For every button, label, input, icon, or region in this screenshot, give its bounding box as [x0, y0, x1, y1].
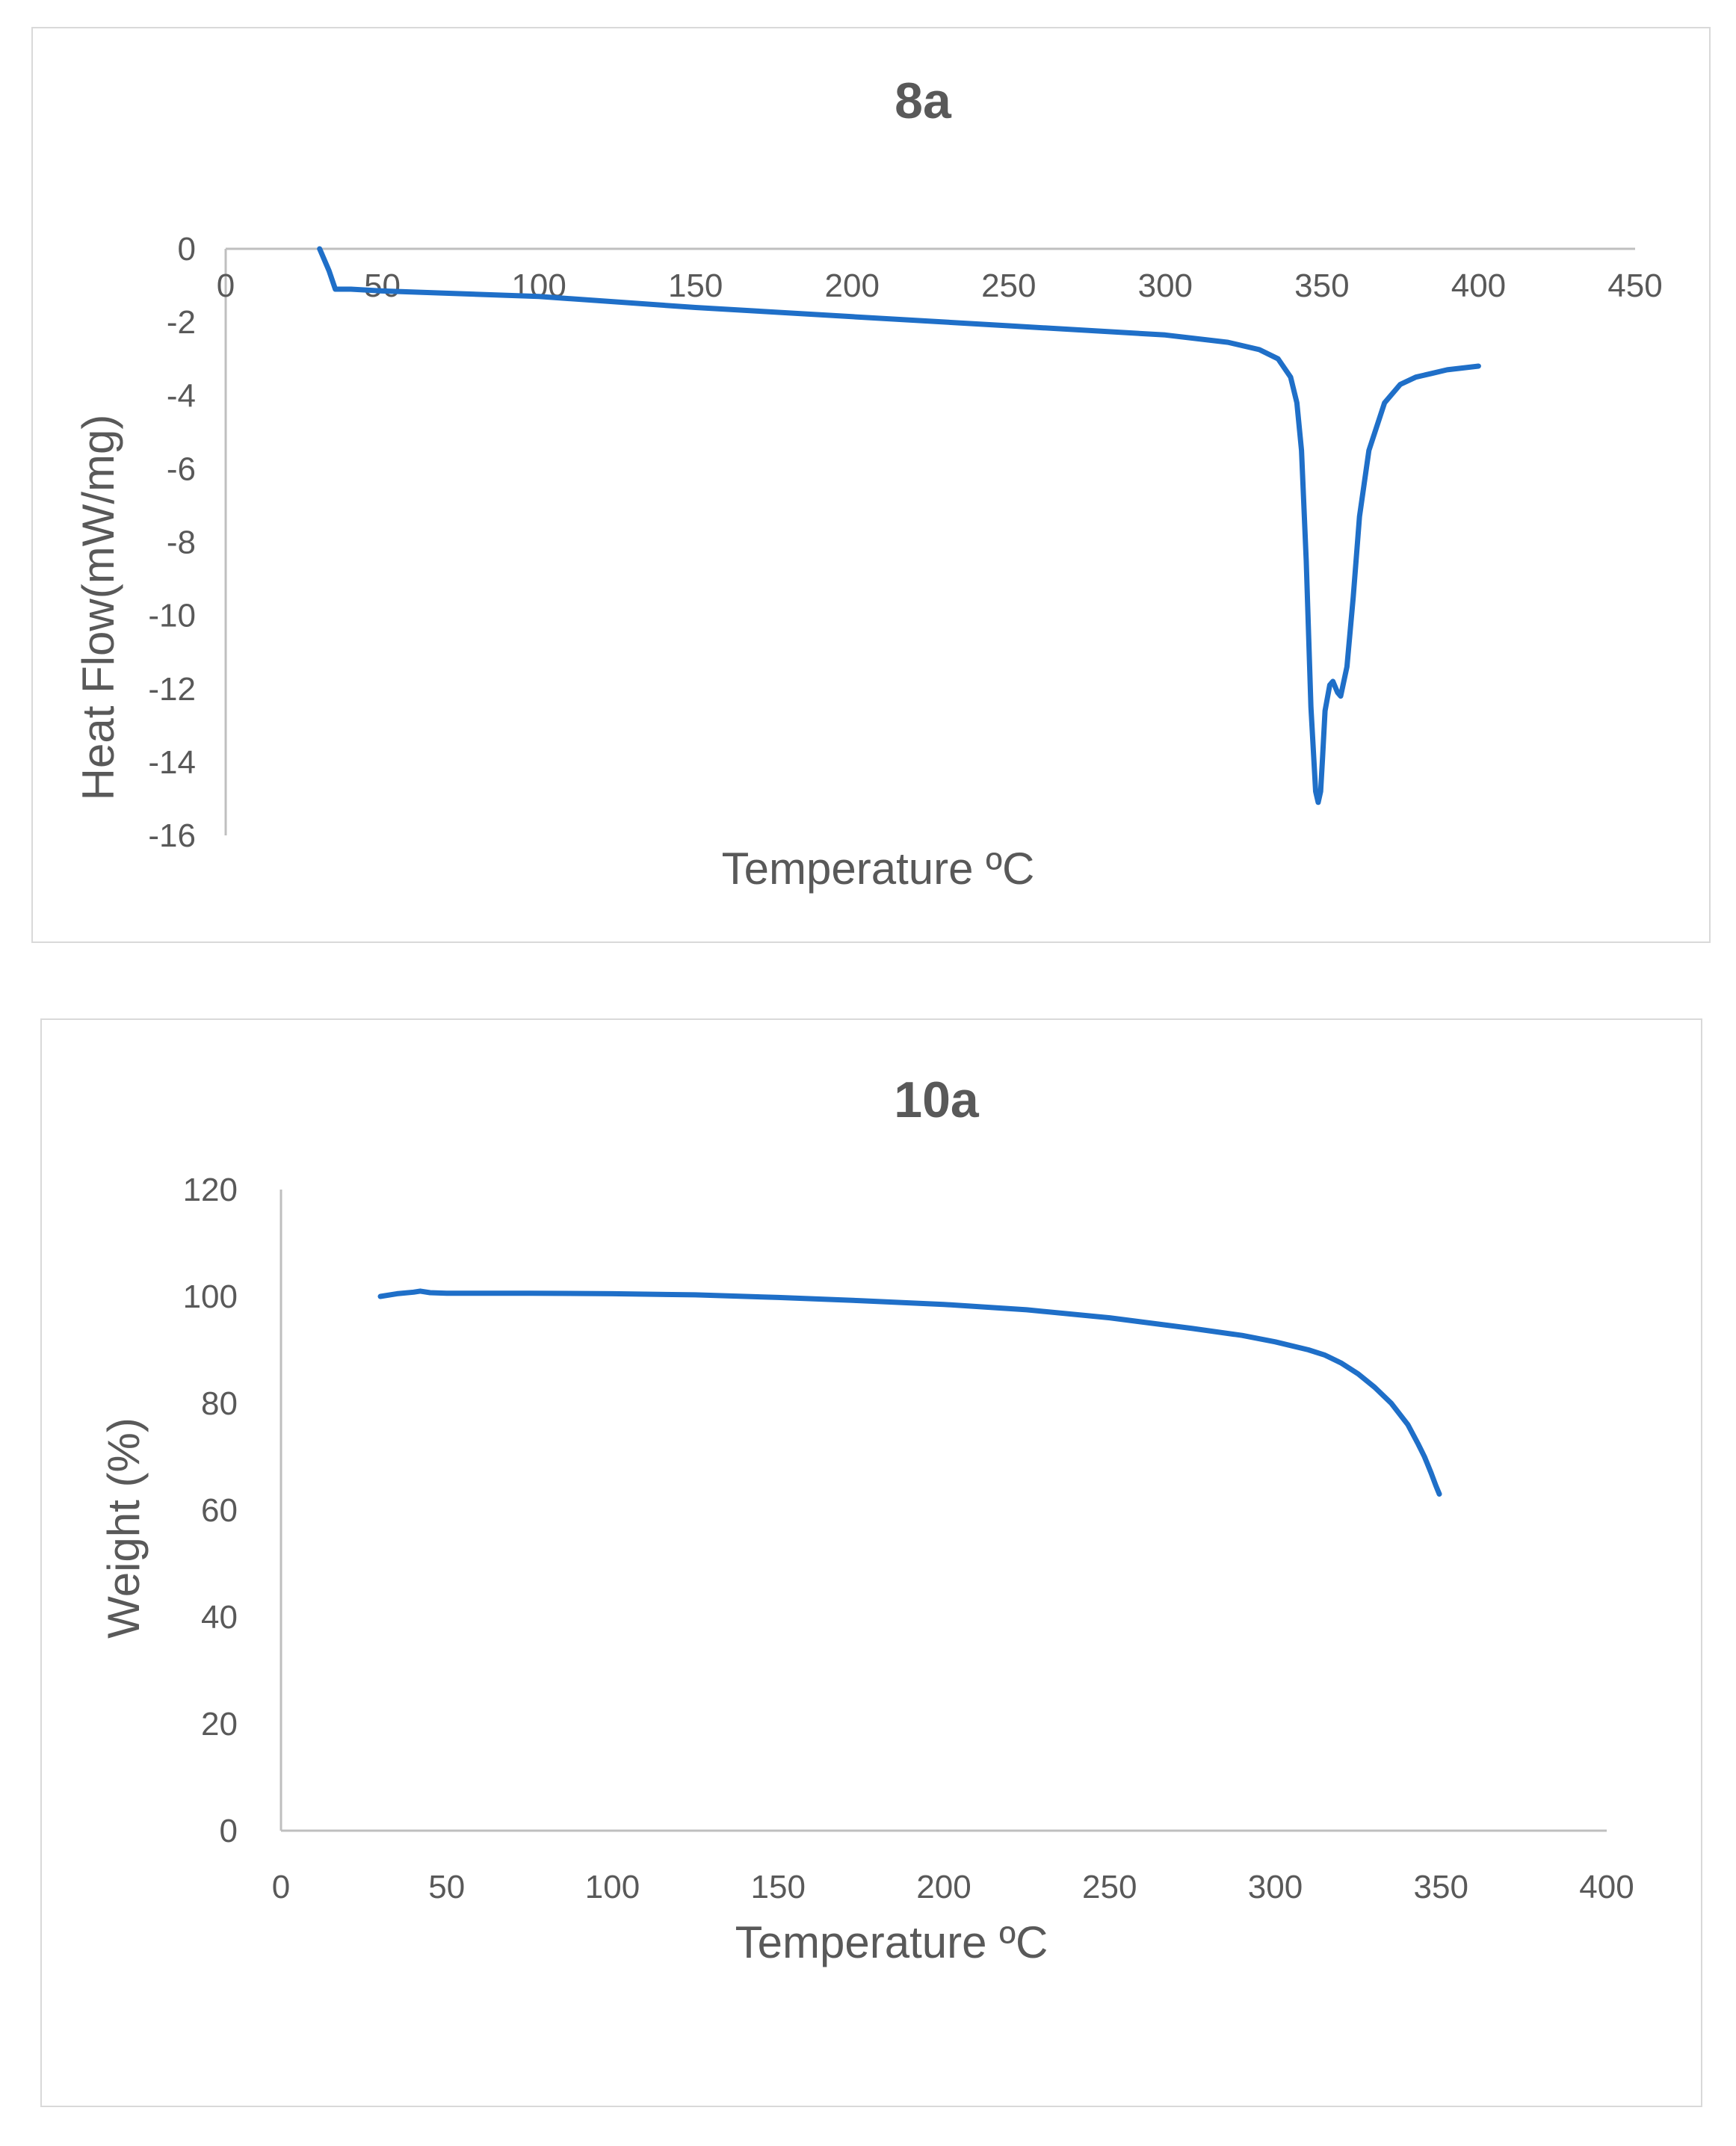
y-tick-label: 0 [178, 231, 196, 268]
y-tick-label: -2 [167, 304, 196, 341]
chart-title: 10a [894, 1072, 980, 1128]
y-tick-label: 20 [201, 1706, 238, 1743]
y-tick-label: 0 [220, 1813, 238, 1849]
x-tick-label: 150 [751, 1869, 806, 1905]
x-tick-label: 400 [1579, 1869, 1634, 1905]
x-axis-title: Temperature ºC [735, 1917, 1048, 1967]
x-tick-label: 200 [825, 268, 880, 304]
chart-title: 8a [895, 72, 952, 129]
y-tick-label: 60 [201, 1492, 238, 1529]
y-tick-label: -10 [148, 598, 196, 634]
x-tick-label: 300 [1248, 1869, 1303, 1905]
chart-10a: 10a 0 50 100 150 200 250 300 350 400 0 20 40 60 80 100 1… [99, 1072, 1634, 1967]
chart-panel-10a: 10a 0 50 100 150 200 250 300 350 400 0 20 40 60 80 100 1… [40, 1018, 1702, 2107]
y-tick-label: -12 [148, 671, 196, 708]
y-tick-label: 80 [201, 1385, 238, 1422]
y-tick-label: 120 [183, 1172, 238, 1208]
x-tick-label: 300 [1138, 268, 1193, 304]
x-tick-label: 0 [217, 268, 235, 304]
x-tick-label: 200 [916, 1869, 971, 1905]
x-tick-label: 100 [585, 1869, 640, 1905]
series-line [377, 1288, 1442, 1497]
x-tick-label: 50 [428, 1869, 465, 1905]
y-tick-label: -8 [167, 525, 196, 561]
x-tick-label: 150 [668, 268, 723, 304]
y-tick-label: -4 [167, 377, 196, 414]
x-tick-label: 350 [1294, 268, 1349, 304]
y-axis-title: Weight (%) [99, 1417, 149, 1639]
x-tick-label: 50 [364, 268, 401, 304]
x-tick-label: 400 [1451, 268, 1506, 304]
y-tick-label: -16 [148, 817, 196, 854]
y-tick-label: -14 [148, 744, 196, 781]
x-tick-label: 350 [1414, 1869, 1468, 1905]
x-tick-label: 250 [1082, 1869, 1137, 1905]
chart-panel-8a: 8a 0 50 100 150 200 250 300 350 400 450 0 -2 -4 -6 -8 -1… [31, 27, 1711, 943]
x-tick-label: 0 [272, 1869, 290, 1905]
y-axis-title: Heat Flow(mW/mg) [73, 415, 123, 801]
y-tick-label: 40 [201, 1599, 238, 1636]
x-tick-label: 450 [1607, 268, 1662, 304]
y-tick-label: 100 [183, 1278, 238, 1315]
x-tick-label: 250 [981, 268, 1036, 304]
chart-8a: 8a0 50 100 150 200 250 300 350 400 4500-2-4-6-8-1… [73, 72, 1663, 894]
series-line [317, 246, 1481, 805]
x-axis-title: Temperature ºC [722, 844, 1035, 894]
y-tick-label: -6 [167, 451, 196, 487]
